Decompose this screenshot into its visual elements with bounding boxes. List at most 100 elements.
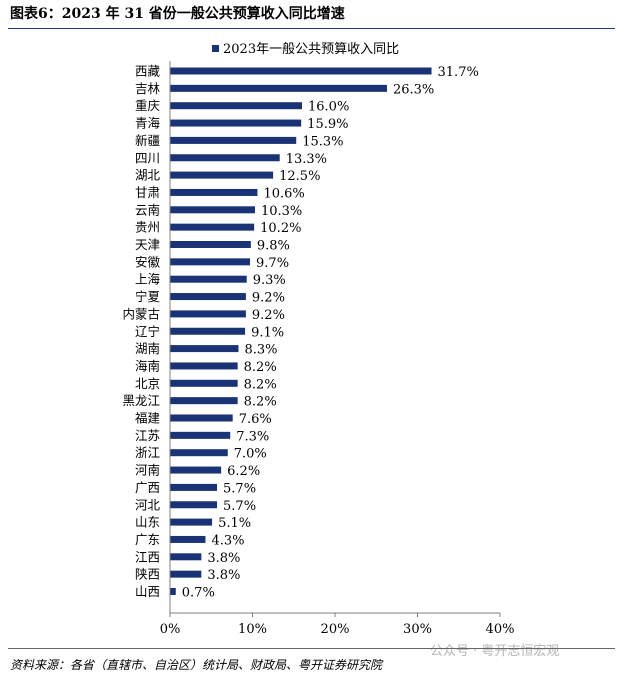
bar bbox=[170, 449, 228, 457]
data-label: 5.7% bbox=[223, 481, 256, 496]
category-label: 江西 bbox=[135, 549, 160, 564]
category-label: 浙江 bbox=[135, 445, 160, 460]
source-rule bbox=[8, 648, 615, 649]
data-label: 9.7% bbox=[256, 256, 289, 271]
x-tick-label: 0% bbox=[160, 622, 181, 637]
data-label: 15.3% bbox=[302, 134, 343, 149]
data-label: 9.2% bbox=[252, 308, 285, 323]
data-label: 9.3% bbox=[253, 273, 286, 288]
bar bbox=[170, 154, 280, 162]
data-label: 4.3% bbox=[211, 533, 244, 548]
x-tick-label: 40% bbox=[486, 622, 515, 637]
bar bbox=[170, 293, 246, 301]
data-label: 15.9% bbox=[307, 117, 348, 132]
category-label: 四川 bbox=[135, 150, 160, 165]
category-label: 河南 bbox=[135, 463, 160, 478]
category-label: 新疆 bbox=[135, 133, 160, 148]
category-label: 西藏 bbox=[135, 64, 161, 79]
data-label: 8.2% bbox=[244, 377, 277, 392]
data-label: 9.1% bbox=[251, 325, 284, 340]
category-label: 河北 bbox=[135, 497, 161, 512]
bar bbox=[170, 84, 387, 92]
data-label: 9.2% bbox=[252, 291, 285, 306]
category-label: 宁夏 bbox=[135, 289, 161, 304]
category-label: 黑龙江 bbox=[122, 393, 160, 408]
category-label: 海南 bbox=[135, 358, 160, 373]
data-label: 26.3% bbox=[393, 82, 434, 97]
legend: 2023年一般公共预算收入同比 bbox=[212, 41, 399, 57]
data-label: 8.2% bbox=[244, 395, 277, 410]
data-label: 8.2% bbox=[244, 360, 277, 375]
data-label: 5.7% bbox=[223, 499, 256, 514]
figure-title: 图表6：2023 年 31 省份一般公共预算收入同比增速 bbox=[10, 6, 345, 22]
category-label: 山西 bbox=[135, 584, 160, 599]
category-label: 广东 bbox=[135, 532, 160, 547]
category-label: 辽宁 bbox=[135, 324, 160, 339]
data-label: 7.0% bbox=[234, 447, 267, 462]
title-rule bbox=[8, 28, 615, 29]
watermark: 公众号 · 粤开志恒宏观 bbox=[430, 644, 560, 659]
category-label: 甘肃 bbox=[135, 185, 160, 200]
bar bbox=[170, 206, 255, 214]
data-label: 3.8% bbox=[207, 568, 240, 583]
bar bbox=[170, 310, 246, 318]
category-label: 云南 bbox=[135, 202, 160, 217]
source-note: 资料来源：各省（直辖市、自治区）统计局、财政局、粤开证券研究院 bbox=[10, 658, 383, 672]
bar bbox=[170, 258, 251, 266]
bar bbox=[170, 171, 274, 179]
data-label: 10.2% bbox=[260, 221, 301, 236]
bar bbox=[170, 119, 302, 127]
data-label: 6.2% bbox=[227, 464, 260, 479]
bar bbox=[170, 136, 297, 144]
x-tick-label: 10% bbox=[238, 622, 267, 637]
data-label: 12.5% bbox=[279, 169, 320, 184]
bar bbox=[170, 223, 255, 231]
category-label: 湖北 bbox=[135, 168, 161, 183]
category-label: 北京 bbox=[135, 376, 160, 391]
category-label: 重庆 bbox=[135, 98, 161, 113]
data-label: 31.7% bbox=[438, 65, 479, 80]
category-label: 安徽 bbox=[135, 254, 161, 269]
bar bbox=[170, 345, 239, 353]
legend-swatch bbox=[212, 45, 219, 52]
bar bbox=[170, 588, 176, 595]
category-label: 福建 bbox=[135, 411, 161, 426]
category-label: 天津 bbox=[135, 237, 160, 252]
data-label: 9.8% bbox=[257, 239, 290, 254]
category-label: 吉林 bbox=[135, 81, 161, 96]
bar bbox=[170, 553, 202, 561]
data-label: 13.3% bbox=[286, 152, 327, 167]
data-label: 0.7% bbox=[182, 586, 215, 601]
bar bbox=[170, 362, 238, 370]
data-label: 10.6% bbox=[263, 186, 304, 201]
data-label: 5.1% bbox=[218, 516, 251, 531]
category-label: 青海 bbox=[135, 116, 161, 131]
bar bbox=[170, 483, 218, 491]
bar bbox=[170, 102, 302, 110]
legend-label: 2023年一般公共预算收入同比 bbox=[223, 41, 399, 57]
category-label: 陕西 bbox=[135, 567, 160, 582]
bar bbox=[170, 431, 231, 439]
bar bbox=[170, 466, 222, 474]
bar bbox=[170, 501, 218, 509]
bar-chart: 2023年一般公共预算收入同比 西藏吉林重庆青海新疆四川湖北甘肃云南贵州天津安徽… bbox=[122, 41, 515, 637]
category-label: 湖南 bbox=[135, 341, 160, 356]
data-label: 3.8% bbox=[207, 551, 240, 566]
bar bbox=[170, 570, 202, 578]
bar bbox=[170, 275, 247, 283]
category-label: 贵州 bbox=[135, 220, 160, 235]
bar bbox=[170, 188, 258, 196]
x-tick-label: 30% bbox=[403, 622, 432, 637]
bar bbox=[170, 67, 432, 75]
bar bbox=[170, 379, 238, 387]
bar bbox=[170, 397, 238, 405]
bar bbox=[170, 327, 246, 335]
bar bbox=[170, 414, 233, 422]
data-label: 8.3% bbox=[244, 343, 277, 358]
data-label: 7.3% bbox=[236, 429, 269, 444]
data-label: 7.6% bbox=[239, 412, 272, 427]
category-label: 广西 bbox=[135, 480, 160, 495]
bar bbox=[170, 241, 251, 248]
data-label: 10.3% bbox=[261, 204, 302, 219]
bar bbox=[170, 535, 206, 543]
